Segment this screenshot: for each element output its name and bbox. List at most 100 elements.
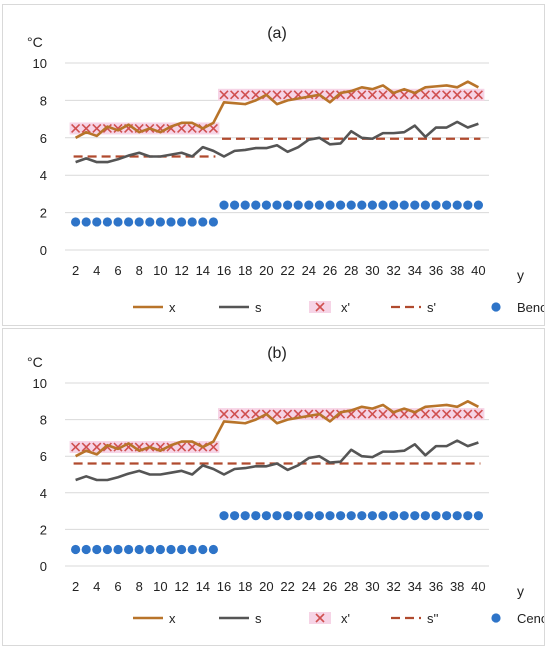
x-prime-marker-stroke bbox=[325, 90, 335, 100]
x-axis-label: y bbox=[517, 267, 524, 283]
dot-marker bbox=[431, 511, 441, 521]
dot-marker bbox=[102, 544, 112, 555]
dot-marker bbox=[389, 200, 399, 210]
legend-swatch-x-prime bbox=[315, 613, 325, 623]
s-series-line bbox=[75, 120, 479, 164]
x-prime-marker-stroke bbox=[367, 409, 377, 419]
x-prime-marker-stroke bbox=[442, 90, 452, 100]
x-tick-label: 26 bbox=[323, 579, 337, 594]
x-prime-marker-stroke bbox=[81, 123, 91, 134]
x-prime-marker-stroke bbox=[452, 409, 462, 419]
x-prime-marker bbox=[420, 409, 430, 419]
s-series-line bbox=[75, 439, 479, 482]
x-prime-marker-stroke bbox=[399, 90, 409, 100]
x-prime-marker-stroke bbox=[92, 442, 102, 452]
dot-marker bbox=[145, 544, 155, 555]
x-prime-marker-stroke bbox=[92, 123, 102, 134]
legend-label: x' bbox=[341, 300, 350, 315]
x-prime-marker-stroke bbox=[452, 90, 462, 100]
y-tick-label: 10 bbox=[33, 376, 47, 391]
x-prime-marker bbox=[272, 90, 282, 100]
x-prime-marker bbox=[463, 409, 473, 419]
dot-marker bbox=[367, 200, 377, 210]
x-prime-marker-stroke bbox=[208, 123, 218, 134]
x-prime-marker-stroke bbox=[71, 123, 81, 134]
x-tick-label: 12 bbox=[174, 263, 188, 278]
x-tick-label: 2 bbox=[72, 263, 79, 278]
dot-marker bbox=[208, 544, 218, 555]
dot-marker bbox=[314, 511, 324, 521]
x-tick-label: 14 bbox=[196, 263, 210, 278]
x-tick-label: 6 bbox=[114, 263, 121, 278]
legend-swatch-x-prime bbox=[315, 302, 325, 312]
y-tick-label: 2 bbox=[40, 206, 47, 221]
dot-marker bbox=[124, 217, 134, 227]
dot-marker bbox=[261, 511, 271, 521]
dot-marker bbox=[155, 217, 165, 227]
x-tick-label: 10 bbox=[153, 263, 167, 278]
x-prime-marker bbox=[463, 90, 473, 100]
x-tick-label: 34 bbox=[408, 263, 422, 278]
legend-label: Cenova bbox=[517, 611, 544, 626]
x-prime-marker bbox=[272, 409, 282, 419]
dot-marker bbox=[81, 217, 91, 227]
legend-label: s bbox=[255, 611, 262, 626]
dot-marker bbox=[325, 200, 335, 210]
dot-marker bbox=[92, 544, 102, 555]
x-prime-marker-stroke bbox=[473, 90, 483, 100]
x-prime-marker bbox=[102, 442, 112, 452]
x-tick-label: 36 bbox=[429, 579, 443, 594]
dot-marker bbox=[378, 511, 388, 521]
x-prime-marker-stroke bbox=[463, 90, 473, 100]
x-prime-marker-stroke bbox=[113, 442, 123, 452]
x-prime-marker bbox=[208, 123, 218, 134]
x-prime-marker bbox=[251, 90, 261, 100]
x-prime-marker-stroke bbox=[283, 90, 293, 100]
x-prime-marker-stroke bbox=[346, 409, 356, 419]
x-prime-marker bbox=[452, 90, 462, 100]
x-prime-marker-stroke bbox=[113, 123, 123, 134]
x-tick-label: 30 bbox=[365, 579, 379, 594]
dot-marker bbox=[81, 544, 91, 555]
dot-marker bbox=[452, 200, 462, 210]
x-prime-marker-stroke bbox=[71, 442, 81, 452]
x-prime-marker-stroke bbox=[463, 409, 473, 419]
x-prime-marker bbox=[230, 409, 240, 419]
x-prime-marker bbox=[113, 442, 123, 452]
x-tick-label: 36 bbox=[429, 263, 443, 278]
dot-marker bbox=[325, 511, 335, 521]
chart-title: (a) bbox=[267, 25, 287, 42]
dot-marker bbox=[283, 200, 293, 210]
x-tick-label: 2 bbox=[72, 579, 79, 594]
x-prime-marker bbox=[177, 123, 187, 134]
dot-marker bbox=[463, 200, 473, 210]
dot-marker bbox=[251, 511, 261, 521]
dot-marker bbox=[187, 217, 197, 227]
x-prime-marker-stroke bbox=[357, 409, 367, 419]
dot-marker bbox=[442, 511, 452, 521]
dot-marker bbox=[378, 200, 388, 210]
dot-marker bbox=[71, 217, 81, 227]
x-prime-marker-stroke bbox=[431, 409, 441, 419]
x-prime-marker bbox=[283, 90, 293, 100]
dot-marker bbox=[314, 200, 324, 210]
x-tick-label: 18 bbox=[238, 579, 252, 594]
chart-title: (b) bbox=[267, 345, 287, 362]
x-prime-marker bbox=[71, 442, 81, 452]
dot-marker bbox=[187, 544, 197, 555]
x-tick-label: 32 bbox=[386, 579, 400, 594]
x-prime-marker bbox=[81, 123, 91, 134]
panel-a-frame: (a) °C y 0 2 4 6 8 10 2 4 6 8 10 12 14 16 18 20 22 24 26 28 30 3… bbox=[2, 4, 550, 326]
y-tick-label: 8 bbox=[40, 413, 47, 428]
x-prime-marker bbox=[92, 123, 102, 134]
x-prime-marker-stroke bbox=[102, 442, 112, 452]
dot-marker bbox=[177, 217, 187, 227]
x-tick-label: 18 bbox=[238, 263, 252, 278]
x-prime-marker bbox=[219, 90, 229, 100]
x-prime-marker bbox=[357, 409, 367, 419]
x-prime-marker bbox=[431, 409, 441, 419]
x-prime-marker-stroke bbox=[293, 90, 303, 100]
panel-b-frame: (b) °C y 0 2 4 6 8 10 2 4 6 8 10 12 14 16 18 20 22 24 26 28 30 3… bbox=[2, 328, 550, 646]
x-tick-label: 16 bbox=[217, 263, 231, 278]
